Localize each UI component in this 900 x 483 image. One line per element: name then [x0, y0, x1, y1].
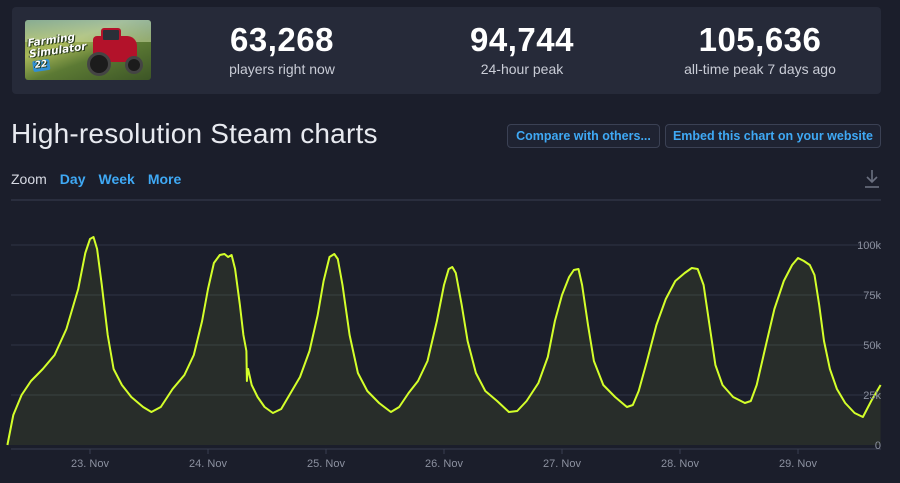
- stat-label: all-time peak 7 days ago: [684, 61, 836, 77]
- page-title: High-resolution Steam charts: [11, 118, 378, 149]
- stat-24h-peak: 94,744 24-hour peak: [442, 21, 602, 77]
- stat-players-now: 63,268 players right now: [202, 21, 362, 77]
- tractor-front-wheel: [125, 56, 143, 74]
- x-axis-ticks: 23. Nov 24. Nov 25. Nov 26. Nov 27. Nov 28. N…: [71, 449, 817, 470]
- chart-grid: [11, 199, 881, 450]
- chart-svg[interactable]: 0 25k 50k 75k 100k 23. Nov 24. Nov 25. Nov 26. …: [0, 195, 900, 483]
- x-tick-label: 29. Nov: [779, 458, 817, 470]
- x-tick-label: 26. Nov: [425, 458, 463, 470]
- x-tick-label: 25. Nov: [307, 458, 345, 470]
- stat-label: players right now: [229, 61, 335, 77]
- series-area: [7, 237, 881, 445]
- tractor-cab-graphic: [101, 28, 121, 42]
- stat-all-time-peak: 105,636 all-time peak 7 days ago: [670, 21, 850, 77]
- x-tick-label: 27. Nov: [543, 458, 581, 470]
- x-tick-label: 23. Nov: [71, 458, 109, 470]
- stat-value: 94,744: [470, 21, 574, 58]
- y-tick-label: 25k: [863, 390, 881, 402]
- zoom-day-link[interactable]: Day: [59, 171, 86, 187]
- y-tick-label: 50k: [863, 340, 881, 352]
- stats-bar: Farming Simulator22 63,268 players right…: [12, 7, 881, 94]
- logo-number: 22: [32, 58, 51, 73]
- stat-value: 105,636: [698, 21, 822, 58]
- x-tick-label: 24. Nov: [189, 458, 227, 470]
- zoom-more-link[interactable]: More: [147, 171, 182, 187]
- y-tick-label: 75k: [863, 290, 881, 302]
- game-logo[interactable]: Farming Simulator22: [25, 20, 151, 80]
- compare-button[interactable]: Compare with others...: [507, 124, 660, 148]
- player-count-chart[interactable]: 0 25k 50k 75k 100k 23. Nov 24. Nov 25. Nov 26. …: [0, 195, 900, 483]
- download-icon[interactable]: [862, 168, 882, 190]
- zoom-week-link[interactable]: Week: [98, 171, 135, 187]
- chart-line: [6, 236, 882, 446]
- logo-title: Farming Simulator: [26, 31, 88, 61]
- embed-chart-button[interactable]: Embed this chart on your website: [665, 124, 881, 148]
- zoom-label: Zoom: [11, 171, 47, 187]
- y-tick-label: 0: [875, 440, 881, 452]
- zoom-controls: Zoom Day Week More: [11, 171, 181, 187]
- y-axis-ticks: 0 25k 50k 75k 100k: [857, 240, 881, 452]
- x-tick-label: 28. Nov: [661, 458, 699, 470]
- stat-value: 63,268: [230, 21, 334, 58]
- chart-area: [7, 237, 881, 445]
- tractor-rear-wheel: [87, 52, 111, 76]
- stat-label: 24-hour peak: [480, 61, 564, 77]
- y-tick-label: 100k: [857, 240, 881, 252]
- series-line: [6, 236, 882, 446]
